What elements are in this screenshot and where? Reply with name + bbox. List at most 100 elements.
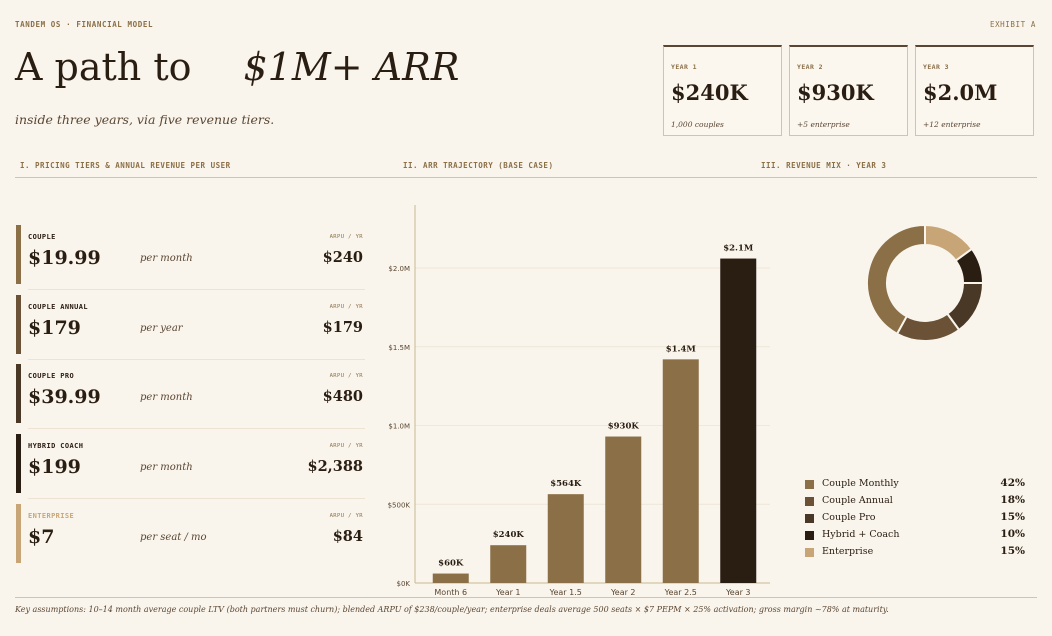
bar: [490, 545, 527, 583]
tier-price: $199: [28, 456, 81, 478]
tier-divider: [28, 428, 365, 429]
kpi-label: YEAR 2: [797, 63, 823, 71]
data-label: $1.4M: [666, 344, 697, 354]
revenue-mix-donut: [866, 223, 985, 342]
legend-swatch: [805, 497, 814, 506]
tier-price: $39.99: [28, 386, 101, 408]
kpi-card-year-3: YEAR 3 $2.0M +12 enterprise: [915, 45, 1034, 136]
tier-color-bar: [16, 504, 21, 563]
tier-divider: [28, 289, 365, 290]
brand-label: TANDEM OS · FINANCIAL MODEL: [15, 20, 154, 29]
kpi-card-year-2: YEAR 2 $930K +5 enterprise: [789, 45, 908, 136]
tier-arpu-label: ARPU / YR: [329, 443, 363, 449]
tier-row-couple: COUPLE ARPU / YR $19.99 per month $240: [16, 225, 365, 290]
tier-arpu: $2,388: [307, 458, 364, 475]
tier-arpu-label: ARPU / YR: [329, 373, 363, 379]
legend-name: Couple Monthly: [822, 478, 899, 489]
section-heading-mix: III. REVENUE MIX · YEAR 3: [761, 161, 887, 170]
tier-name: ENTERPRISE: [28, 512, 75, 520]
legend-percent: 18%: [1000, 494, 1025, 506]
tier-price: $7: [28, 526, 55, 548]
tier-divider: [28, 498, 365, 499]
headline-plain: A path to: [15, 45, 192, 89]
legend-percent: 15%: [1000, 545, 1025, 557]
kpi-label: YEAR 1: [671, 63, 697, 71]
bar: [720, 258, 757, 583]
tier-color-bar: [16, 364, 21, 423]
tier-color-bar: [16, 225, 21, 284]
tier-period: per seat / mo: [140, 532, 207, 543]
tier-row-enterprise: ENTERPRISE ARPU / YR $7 per seat / mo $8…: [16, 504, 365, 564]
tier-period: per month: [140, 253, 193, 264]
legend-item-couple-monthly: Couple Monthly 42%: [805, 477, 1025, 494]
kpi-note: +12 enterprise: [923, 120, 981, 129]
kpi-value: $240K: [671, 80, 748, 105]
y-tick-label: $500K: [388, 501, 411, 509]
arr-bar-chart: $0K $500K $1.0M $1.5M $2.0M $60K Month 6 $240K Y…: [388, 205, 770, 597]
legend-swatch: [805, 548, 814, 557]
tier-name: COUPLE: [28, 233, 56, 241]
legend-item-couple-annual: Couple Annual 18%: [805, 494, 1025, 511]
footer-divider: [15, 597, 1037, 598]
tier-row-couple-annual: COUPLE ANNUAL ARPU / YR $179 per year $1…: [16, 295, 365, 360]
tier-arpu: $179: [322, 319, 363, 336]
y-tick-label: $1.5M: [388, 344, 410, 352]
kpi-value: $930K: [797, 80, 874, 105]
x-tick-label: Year 2.5: [664, 588, 697, 597]
donut-slice: [866, 223, 926, 336]
tier-name: HYBRID COACH: [28, 442, 84, 450]
kpi-card-year-1: YEAR 1 $240K 1,000 couples: [663, 45, 782, 136]
tier-color-bar: [16, 295, 21, 354]
data-label: $240K: [493, 530, 525, 540]
legend-swatch: [805, 531, 814, 540]
kpi-value: $2.0M: [923, 80, 998, 105]
legend-percent: 10%: [1000, 528, 1025, 540]
page-title: A path to $1M+ ARR: [15, 45, 460, 89]
exhibit-label: EXHIBIT A: [989, 20, 1036, 29]
tier-name: COUPLE ANNUAL: [28, 303, 88, 311]
bar: [605, 436, 642, 583]
x-tick-label: Month 6: [434, 588, 467, 597]
bar: [432, 573, 469, 583]
x-tick-label: Year 3: [725, 588, 751, 597]
legend-item-enterprise: Enterprise 15%: [805, 545, 1025, 562]
tier-price: $19.99: [28, 247, 101, 269]
legend-name: Enterprise: [822, 546, 874, 557]
legend-percent: 42%: [1000, 477, 1025, 489]
kpi-note: 1,000 couples: [671, 120, 724, 129]
tier-row-hybrid-coach: HYBRID COACH ARPU / YR $199 per month $2…: [16, 434, 365, 499]
kpi-label: YEAR 3: [923, 63, 949, 71]
data-label: $564K: [550, 479, 582, 489]
legend-item-hybrid-coach: Hybrid + Coach 10%: [805, 528, 1025, 545]
bar: [662, 359, 699, 583]
tier-arpu-label: ARPU / YR: [329, 234, 363, 240]
tier-arpu: $480: [322, 388, 363, 405]
y-tick-label: $0K: [397, 580, 411, 588]
tier-arpu: $240: [322, 249, 363, 266]
x-tick-label: Year 2: [610, 588, 636, 597]
tier-name: COUPLE PRO: [28, 372, 75, 380]
legend-name: Couple Pro: [822, 512, 876, 523]
legend-swatch: [805, 514, 814, 523]
tier-arpu-label: ARPU / YR: [329, 513, 363, 519]
tier-row-couple-pro: COUPLE PRO ARPU / YR $39.99 per month $4…: [16, 364, 365, 429]
headline-emphasis: $1M+ ARR: [243, 45, 460, 89]
tier-arpu: $84: [332, 528, 363, 545]
x-tick-label: Year 1.5: [549, 588, 582, 597]
tier-price: $179: [28, 317, 81, 339]
data-label: $2.1M: [723, 244, 754, 254]
y-tick-label: $2.0M: [388, 265, 410, 273]
tier-divider: [28, 359, 365, 360]
legend-name: Couple Annual: [822, 495, 893, 506]
legend-percent: 15%: [1000, 511, 1025, 523]
page-subtitle: inside three years, via five revenue tie…: [15, 112, 275, 127]
data-label: $60K: [438, 559, 464, 569]
tier-arpu-label: ARPU / YR: [329, 304, 363, 310]
tier-period: per month: [140, 392, 193, 403]
footnote: Key assumptions: 10–14 month average cou…: [15, 605, 889, 614]
bar: [547, 494, 584, 583]
legend-swatch: [805, 480, 814, 489]
section-divider: [15, 177, 1037, 178]
tier-period: per year: [140, 323, 183, 334]
tier-period: per month: [140, 462, 193, 473]
